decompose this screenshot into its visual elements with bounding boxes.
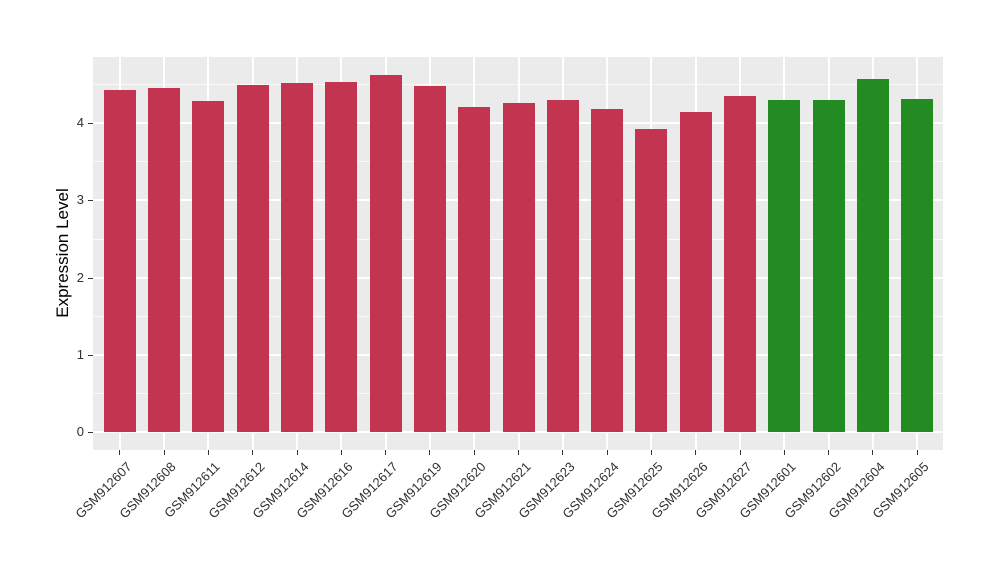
x-tick-mark (606, 450, 608, 455)
x-tick-mark (296, 450, 298, 455)
bar-GSM912625 (635, 129, 668, 432)
x-tick-mark (429, 450, 431, 455)
bar-GSM912601 (768, 100, 801, 432)
y-tick-mark (88, 432, 93, 433)
x-tick-mark (695, 450, 697, 455)
bar-GSM912607 (103, 90, 136, 432)
bar-GSM912617 (369, 75, 402, 432)
x-tick-mark (650, 450, 652, 455)
x-tick-mark (385, 450, 387, 455)
bar-GSM912623 (546, 100, 579, 432)
bar-GSM912620 (458, 106, 491, 432)
bar-GSM912602 (812, 100, 845, 432)
bar-GSM912621 (502, 103, 535, 432)
plot-panel (93, 57, 943, 450)
y-tick-mark (88, 354, 93, 356)
x-tick-mark (562, 450, 564, 455)
y-tick-mark (88, 200, 93, 202)
x-tick-mark (518, 450, 519, 455)
bar-GSM912608 (148, 87, 181, 432)
bar-GSM912611 (192, 100, 225, 432)
x-tick-mark (340, 450, 342, 455)
bar-GSM912604 (856, 79, 889, 432)
bar-GSM912619 (413, 86, 446, 432)
bar-GSM912612 (236, 84, 269, 432)
x-tick-mark (252, 450, 254, 455)
y-tick-label: 1 (76, 346, 84, 362)
x-tick-mark (473, 450, 475, 455)
bar-GSM912614 (281, 83, 313, 432)
bar-GSM912605 (901, 99, 934, 432)
x-tick-mark (207, 450, 209, 455)
bar-GSM912624 (591, 109, 624, 432)
x-tick-mark (163, 450, 165, 455)
x-tick-mark (783, 450, 785, 455)
x-tick-mark (916, 450, 918, 455)
y-tick-label: 2 (76, 269, 84, 285)
y-tick-mark (88, 277, 93, 279)
bar-GSM912626 (679, 112, 712, 432)
y-tick-mark (88, 123, 93, 125)
y-tick-label: 0 (76, 424, 84, 439)
x-tick-mark (828, 450, 830, 455)
x-tick-mark (739, 450, 741, 455)
bar-GSM912616 (325, 81, 358, 432)
x-tick-mark (119, 450, 121, 455)
bar-GSM912627 (724, 96, 756, 432)
x-tick-mark (872, 450, 874, 455)
y-tick-label: 4 (76, 115, 84, 131)
y-tick-label: 3 (76, 192, 84, 208)
